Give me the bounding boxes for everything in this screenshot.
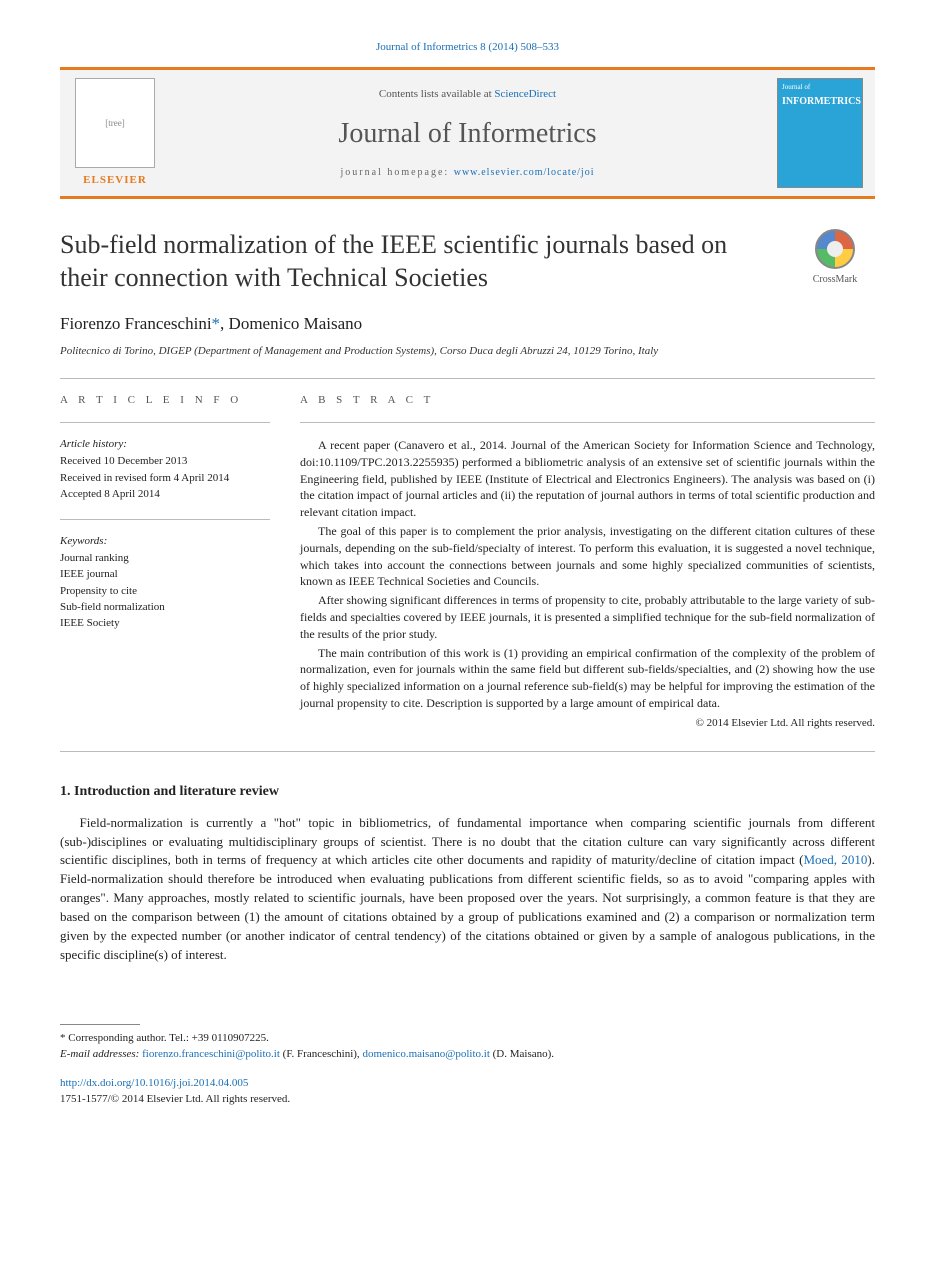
homepage-prefix: journal homepage: bbox=[341, 167, 454, 178]
author-2: , Domenico Maisano bbox=[220, 314, 362, 333]
footnote-rule bbox=[60, 1024, 140, 1025]
footer-metadata: http://dx.doi.org/10.1016/j.joi.2014.04.… bbox=[60, 1076, 875, 1107]
article-history-label: Article history: bbox=[60, 437, 270, 452]
article-info-column: A R T I C L E I N F O Article history: R… bbox=[60, 393, 270, 732]
contents-prefix: Contents lists available at bbox=[379, 88, 494, 100]
abstract-heading: A B S T R A C T bbox=[300, 393, 875, 408]
abstract-para-3: After showing significant differences in… bbox=[300, 592, 875, 642]
publisher-logo-block: [tree] ELSEVIER bbox=[60, 70, 170, 196]
footnotes-block: * Corresponding author. Tel.: +39 011090… bbox=[60, 1024, 875, 1062]
header-citation: Journal of Informetrics 8 (2014) 508–533 bbox=[60, 40, 875, 55]
elsevier-tree-logo: [tree] bbox=[75, 78, 155, 168]
journal-header-band: [tree] ELSEVIER Contents lists available… bbox=[60, 67, 875, 199]
doi-link[interactable]: http://dx.doi.org/10.1016/j.joi.2014.04.… bbox=[60, 1077, 248, 1089]
abstract-para-4: The main contribution of this work is (1… bbox=[300, 645, 875, 712]
crossmark-badge[interactable]: CrossMark bbox=[795, 229, 875, 287]
citation-moed-2010[interactable]: Moed, 2010 bbox=[803, 852, 867, 867]
info-divider-1 bbox=[60, 422, 270, 423]
abstract-divider bbox=[300, 422, 875, 423]
info-divider-2 bbox=[60, 519, 270, 520]
section-1-heading: 1. Introduction and literature review bbox=[60, 782, 875, 802]
journal-homepage-line: journal homepage: www.elsevier.com/locat… bbox=[170, 166, 765, 180]
keyword-3: Propensity to cite bbox=[60, 584, 270, 599]
header-center: Contents lists available at ScienceDirec… bbox=[170, 70, 765, 196]
affiliation-line: Politecnico di Torino, DIGEP (Department… bbox=[60, 344, 875, 359]
contents-available-line: Contents lists available at ScienceDirec… bbox=[170, 87, 765, 102]
abstract-copyright: © 2014 Elsevier Ltd. All rights reserved… bbox=[300, 716, 875, 731]
divider-bottom bbox=[60, 751, 875, 752]
journal-title: Journal of Informetrics bbox=[170, 114, 765, 153]
publisher-name: ELSEVIER bbox=[83, 173, 147, 188]
body-section-1: 1. Introduction and literature review Fi… bbox=[60, 782, 875, 964]
crossmark-icon bbox=[815, 229, 855, 269]
cover-top-text: Journal of bbox=[782, 83, 858, 93]
article-info-heading: A R T I C L E I N F O bbox=[60, 393, 270, 408]
journal-cover-thumbnail: Journal of INFORMETRICS bbox=[777, 78, 863, 188]
journal-homepage-link[interactable]: www.elsevier.com/locate/joi bbox=[454, 167, 595, 178]
corresponding-marker: * bbox=[212, 314, 221, 333]
history-received: Received 10 December 2013 bbox=[60, 454, 270, 469]
abstract-column: A B S T R A C T A recent paper (Canavero… bbox=[300, 393, 875, 732]
article-title: Sub-field normalization of the IEEE scie… bbox=[60, 229, 775, 294]
keyword-2: IEEE journal bbox=[60, 567, 270, 582]
keyword-1: Journal ranking bbox=[60, 551, 270, 566]
issn-copyright-line: 1751-1577/© 2014 Elsevier Ltd. All right… bbox=[60, 1092, 875, 1107]
email-label: E-mail addresses: bbox=[60, 1048, 142, 1060]
email-paren-1: (F. Franceschini), bbox=[280, 1048, 363, 1060]
section-1-text-head: Field-normalization is currently a "hot"… bbox=[60, 815, 875, 868]
keywords-label: Keywords: bbox=[60, 534, 270, 549]
abstract-para-2: The goal of this paper is to complement … bbox=[300, 523, 875, 590]
corresponding-author-note: * Corresponding author. Tel.: +39 011090… bbox=[60, 1031, 875, 1046]
email-paren-2: (D. Maisano). bbox=[490, 1048, 554, 1060]
abstract-para-1: A recent paper (Canavero et al., 2014. J… bbox=[300, 437, 875, 521]
cover-title-text: INFORMETRICS bbox=[782, 95, 858, 109]
section-1-text-tail: ). Field-normalization should therefore … bbox=[60, 852, 875, 961]
history-accepted: Accepted 8 April 2014 bbox=[60, 487, 270, 502]
email-link-2[interactable]: domenico.maisano@polito.it bbox=[362, 1048, 489, 1060]
authors-line: Fiorenzo Franceschini*, Domenico Maisano bbox=[60, 312, 875, 336]
keyword-5: IEEE Society bbox=[60, 616, 270, 631]
divider-top bbox=[60, 378, 875, 379]
history-revised: Received in revised form 4 April 2014 bbox=[60, 471, 270, 486]
section-1-paragraph: Field-normalization is currently a "hot"… bbox=[60, 814, 875, 965]
author-1: Fiorenzo Franceschini bbox=[60, 314, 212, 333]
crossmark-label: CrossMark bbox=[813, 273, 857, 287]
keyword-4: Sub-field normalization bbox=[60, 600, 270, 615]
email-addresses-line: E-mail addresses: fiorenzo.franceschini@… bbox=[60, 1047, 875, 1062]
sciencedirect-link[interactable]: ScienceDirect bbox=[494, 88, 556, 100]
email-link-1[interactable]: fiorenzo.franceschini@polito.it bbox=[142, 1048, 280, 1060]
journal-cover-block: Journal of INFORMETRICS bbox=[765, 70, 875, 196]
